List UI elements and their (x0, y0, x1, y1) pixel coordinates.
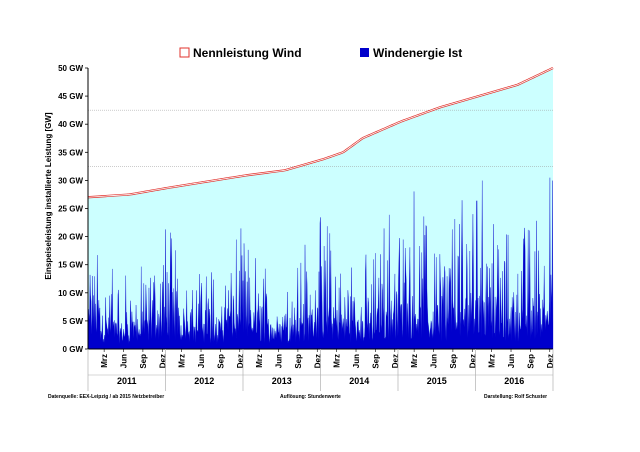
x-tick-label-2016-Jun: Jun (507, 354, 516, 368)
plot-area (87, 67, 554, 350)
legend-label-nennleistung: Nennleistung Wind (193, 46, 302, 60)
x-tick-label-2016-Sep: Sep (526, 354, 535, 369)
y-axis-label: Einspeiseleistung installierte Leistung … (44, 112, 53, 279)
x-tick-label-2012-Mrz: Mrz (178, 354, 187, 368)
x-tick-label-2013-Jun: Jun (275, 354, 284, 368)
x-tick-label-2016-Dez: Dez (546, 354, 555, 368)
x-axis-ticks: Mrz Jun Sep Dez 2011 Mrz Jun Sep Dez 2012 Mrz Jun Se… (87, 349, 555, 391)
y-tick-label-0: 0 GW (63, 345, 84, 354)
x-tick-label-2012-Jun: Jun (197, 354, 206, 368)
y-axis-ticks: 0 GW 5 GW 10 GW 15 GW 20 GW 25 GW 30 GW 35 GW 40… (58, 64, 88, 354)
y-tick-label-7: 35 GW (58, 148, 83, 157)
footer-author: Darstellung: Rolf Schuster (484, 394, 547, 400)
x-tick-label-2013-Sep: Sep (294, 354, 303, 369)
x-tick-label-2011-Mrz: Mrz (100, 354, 109, 368)
footer-source: Datenquelle: EEX-Leipzig / ab 2015 Netzb… (48, 394, 164, 400)
y-tick-label-3: 15 GW (58, 261, 83, 270)
footer-resolution: Auflösung: Stundenwerte (280, 394, 341, 400)
x-tick-label-2015-Jun: Jun (430, 354, 439, 368)
legend-label-windenergie: Windenergie Ist (373, 46, 462, 60)
capacity-area (88, 68, 553, 349)
legend-swatch-nennleistung (179, 47, 190, 58)
y-tick-label-9: 45 GW (58, 92, 83, 101)
year-label-2016: 2016 (504, 376, 524, 386)
year-label-2013: 2013 (272, 376, 292, 386)
year-label-2012: 2012 (194, 376, 214, 386)
x-tick-label-2012-Sep: Sep (216, 354, 225, 369)
y-tick-label-10: 50 GW (58, 64, 83, 73)
x-tick-label-2015-Mrz: Mrz (410, 354, 419, 368)
windenergie-area (87, 177, 554, 350)
x-tick-label-2014-Sep: Sep (371, 354, 380, 369)
year-label-2015: 2015 (427, 376, 447, 386)
x-tick-label-2013-Mrz: Mrz (255, 354, 264, 368)
y-tick-label-6: 30 GW (58, 176, 83, 185)
x-tick-label-2014-Mrz: Mrz (333, 354, 342, 368)
legend-swatch-windenergie (360, 48, 369, 57)
y-tick-label-8: 40 GW (58, 120, 83, 129)
x-tick-label-2016-Mrz: Mrz (488, 354, 497, 368)
x-tick-label-2011-Sep: Sep (139, 354, 148, 369)
x-tick-label-2014-Dez: Dez (391, 354, 400, 368)
x-tick-label-2015-Sep: Sep (449, 354, 458, 369)
x-tick-label-2011-Jun: Jun (120, 354, 129, 368)
y-tick-label-5: 25 GW (58, 205, 83, 214)
y-tick-label-4: 20 GW (58, 233, 83, 242)
x-tick-label-2011-Dez: Dez (158, 354, 167, 368)
x-tick-label-2012-Dez: Dez (236, 354, 245, 368)
nennleistung-line-core (87, 67, 554, 198)
x-tick-label-2015-Dez: Dez (468, 354, 477, 368)
year-label-2014: 2014 (349, 376, 369, 386)
legend: Nennleistung Wind Windenergie Ist (179, 46, 462, 60)
y-tick-label-2: 10 GW (58, 289, 83, 298)
year-label-2011: 2011 (117, 376, 137, 386)
x-tick-label-2013-Dez: Dez (313, 354, 322, 368)
x-tick-label-2014-Jun: Jun (352, 354, 361, 368)
y-tick-label-1: 5 GW (63, 317, 84, 326)
